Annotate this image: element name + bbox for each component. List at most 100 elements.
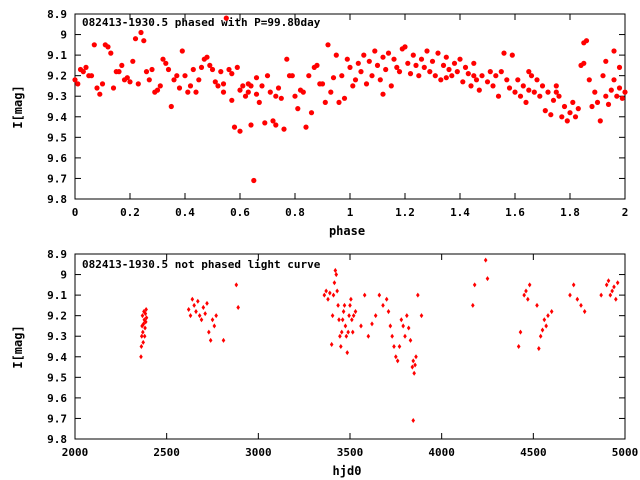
unphased-data-point [386,309,391,315]
phased-data-point [531,89,537,95]
unphased-data-point [568,292,572,298]
unphased-data-point [485,276,490,282]
phased-data-point [559,114,565,120]
unphased-data-point [542,317,547,323]
phased-data-point [83,64,89,70]
phased-data-point [132,36,139,42]
unphased-y-tick-label: 9.2 [47,310,67,323]
phased-data-point [119,62,125,68]
unphased-data-point [210,317,215,323]
unphased-data-point [344,333,349,339]
unphased-data-point [333,267,338,273]
phased-data-point [380,54,386,60]
phased-data-point [586,77,592,83]
phased-data-point [418,56,425,62]
phased-panel: 082413-1930.5 phased with P=99.80day 8.9… [11,8,628,238]
unphased-y-tick-label: 9.3 [47,330,67,343]
unphased-data-point [332,280,337,286]
unphased-data-point [575,296,580,302]
phased-x-tick-label: 1.2 [395,206,415,219]
unphased-y-tick-label: 9.7 [47,412,67,425]
unphased-data-point [337,317,341,323]
phased-x-tick-label: 1 [347,206,354,219]
phased-data-point [303,124,309,130]
unphased-data-point [331,292,336,298]
phased-data-point [534,77,540,83]
unphased-data-point [326,296,330,302]
unphased-y-ticks: 8.9 9 9.1 9.2 9.3 9.4 9.5 9.6 9.7 9.8 [47,248,625,446]
phased-data-point [407,71,414,77]
phased-data-point [80,69,86,75]
unphased-data-point [394,354,398,360]
unphased-data-point [221,337,226,343]
unphased-data-point [381,302,385,308]
unphased-data-point [411,358,416,364]
phased-data-point [600,73,606,79]
phased-data-point [212,79,218,85]
phased-data-point [539,83,546,89]
unphased-data-point [390,333,394,339]
phased-data-point [201,56,207,62]
phased-x-tick-label: 1.8 [560,206,580,219]
unphased-data-point [236,304,240,310]
phased-data-point [504,77,510,83]
unphased-data-point [190,296,195,302]
phased-data-point [220,81,227,87]
unphased-data-point [336,302,340,308]
phased-data-point [146,77,152,83]
phased-data-point [358,69,364,75]
unphased-data-point [214,313,218,319]
unphased-data-point [612,284,616,290]
unphased-y-tick-label: 9.8 [47,433,67,446]
phased-data-point [454,69,460,75]
phased-data-point [138,29,144,36]
unphased-data-point [144,315,149,321]
unphased-data-point [142,309,146,315]
phased-data-point [308,110,315,116]
phased-data-point [421,64,427,70]
unphased-data-point [483,257,488,263]
phased-data-point [336,99,342,105]
unphased-data-point [139,354,143,360]
unphased-data-point [141,321,146,327]
phased-data-point [553,83,559,89]
phased-x-ticks: 0 0.2 0.4 0.6 0.8 1 1.2 1.4 1.6 1.8 2 [72,14,628,219]
unphased-data-point [350,329,355,335]
unphased-data-point [342,302,347,308]
phased-data-point [369,73,375,79]
unphased-data-point [144,306,148,313]
unphased-panel: 082413-1930.5 not phased light curve 8.9… [11,248,638,478]
phased-data-point [253,75,260,81]
phased-data-point [440,62,447,68]
phased-data-point [86,73,92,79]
phased-data-point [248,83,254,89]
phased-data-point [377,77,383,83]
phased-data-point [520,83,526,89]
phased-data-point [451,60,458,66]
unphased-data-point [408,337,413,343]
unphased-data-point [328,290,332,296]
phased-data-point [339,73,345,79]
phased-data-point [487,69,493,75]
phased-data-point [556,93,562,99]
unphased-data-point [579,302,583,308]
phased-data-point [179,48,185,54]
unphased-data-point [524,288,528,294]
phased-data-point [385,50,392,56]
phased-data-point [581,60,587,66]
phased-data-point [429,58,436,64]
phased-x-tick-label: 0.6 [230,206,250,219]
phased-data-point [589,103,595,110]
phased-data-point [168,103,174,110]
phased-data-point [468,83,474,89]
phased-data-points [72,15,628,184]
phased-y-tick-label: 9.4 [47,111,67,124]
phased-data-point [284,56,290,62]
phased-data-point [567,110,573,116]
phased-data-point [248,122,254,128]
phased-data-point [270,118,276,124]
unphased-data-point [608,292,613,298]
phased-data-point [446,66,452,73]
phased-chart-title: 082413-1930.5 phased with P=99.80day [82,16,321,29]
phased-data-point [240,83,246,89]
